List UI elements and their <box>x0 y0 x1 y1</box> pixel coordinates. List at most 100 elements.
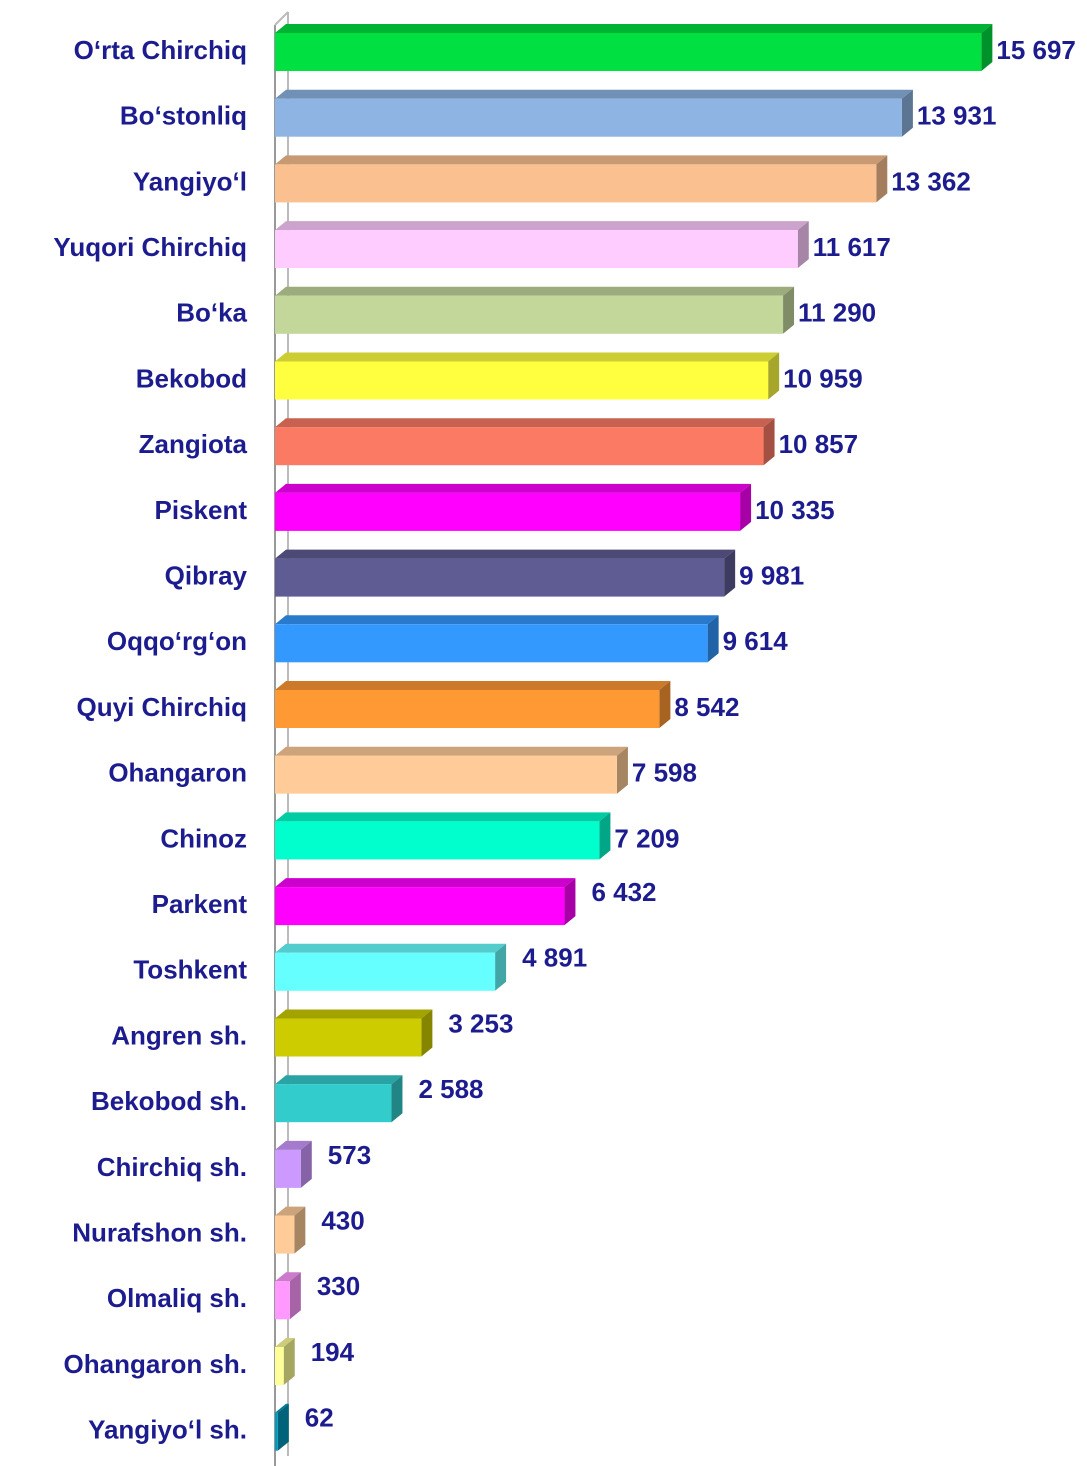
bar-front <box>275 1281 290 1320</box>
bar-side <box>783 286 795 334</box>
bar-front <box>275 690 660 728</box>
bar-top <box>275 418 775 428</box>
bar-side <box>763 418 775 466</box>
value-label: 7 598 <box>632 758 697 788</box>
value-label: 9 981 <box>739 560 804 590</box>
bar-top <box>275 89 913 99</box>
bar-top <box>275 155 888 165</box>
category-label: Zangiota <box>139 429 248 459</box>
bar-side <box>876 155 888 203</box>
bar-side <box>740 483 752 531</box>
bar-top <box>275 1338 295 1347</box>
bar-top <box>275 943 507 953</box>
category-label: Yuqori Chirchiq <box>53 232 247 262</box>
bar <box>275 1009 433 1057</box>
bar-front <box>275 952 496 991</box>
bar-front <box>275 755 617 794</box>
bar-front <box>275 164 877 203</box>
category-label: Chirchiq sh. <box>97 1152 247 1182</box>
bar <box>275 221 809 269</box>
bar-top <box>275 1140 312 1150</box>
value-label: 6 432 <box>591 877 656 907</box>
category-label: Ohangaron <box>108 758 247 788</box>
category-label: Chinoz <box>160 823 247 853</box>
bar-top <box>275 878 576 888</box>
bar-front <box>275 558 725 597</box>
bar-front <box>275 1215 295 1254</box>
value-label: 330 <box>317 1271 360 1301</box>
bar-front <box>275 492 741 531</box>
bar <box>275 812 611 860</box>
bar-front <box>275 887 565 926</box>
bar-front <box>275 230 798 269</box>
category-label: Angren sh. <box>111 1020 247 1050</box>
value-label: 8 542 <box>674 692 739 722</box>
bar-front <box>275 1347 284 1385</box>
bar-top <box>275 681 671 690</box>
bar-front <box>275 821 600 860</box>
bar-front <box>275 98 902 137</box>
value-label: 4 891 <box>522 943 587 973</box>
bar-top <box>275 221 809 231</box>
bar-top <box>275 1075 403 1085</box>
bar-side <box>599 812 611 860</box>
bar-side <box>768 352 780 400</box>
bar-top <box>275 1403 289 1413</box>
bar-side <box>901 89 913 137</box>
category-label: Nurafshon sh. <box>72 1217 247 1247</box>
category-label: Yangiyo‘l <box>133 166 247 196</box>
bar <box>275 615 719 663</box>
bar-side <box>981 24 993 71</box>
bar <box>275 286 795 334</box>
bar-front <box>275 295 784 334</box>
value-label: 2 588 <box>418 1074 483 1104</box>
bar-side <box>289 1272 301 1320</box>
bar-side <box>659 681 671 728</box>
bar-top <box>275 1009 433 1019</box>
bar-top <box>275 549 736 559</box>
value-label: 3 253 <box>448 1008 513 1038</box>
value-label: 7 209 <box>614 823 679 853</box>
bar-side <box>707 615 719 663</box>
value-label: 13 931 <box>917 101 997 131</box>
bar-front <box>275 361 769 400</box>
category-label: Piskent <box>155 495 248 525</box>
bar-top <box>275 24 993 33</box>
bar <box>275 89 913 137</box>
bar-front <box>275 33 982 71</box>
bar-side <box>616 746 628 794</box>
bar <box>275 1206 306 1254</box>
bar-front <box>275 1149 301 1188</box>
bar-side <box>277 1403 289 1451</box>
value-label: 13 362 <box>891 166 971 196</box>
bar-side <box>797 221 809 269</box>
bar-top <box>275 1206 306 1216</box>
bar-side <box>294 1206 306 1254</box>
category-label: Quyi Chirchiq <box>77 692 247 722</box>
category-label: Olmaliq sh. <box>107 1283 247 1313</box>
value-label: 62 <box>305 1403 334 1433</box>
category-label: Parkent <box>152 889 248 919</box>
value-label: 15 697 <box>996 35 1076 65</box>
bar-side <box>283 1338 295 1385</box>
bar <box>275 746 628 794</box>
category-label: O‘rta Chirchiq <box>74 35 247 65</box>
category-label: Toshkent <box>133 955 247 985</box>
bar <box>275 155 888 203</box>
bar-top <box>275 352 780 362</box>
bar <box>275 483 752 531</box>
bar-top <box>275 812 611 822</box>
value-label: 10 857 <box>779 429 859 459</box>
category-label: Bekobod sh. <box>91 1086 247 1116</box>
category-label: Oqqo‘rg‘on <box>107 626 247 656</box>
bar <box>275 549 736 597</box>
bar-side <box>564 878 576 926</box>
value-label: 573 <box>328 1140 371 1170</box>
bar-front <box>275 1084 392 1123</box>
bar-side <box>391 1075 403 1123</box>
bar <box>275 1272 301 1320</box>
bar-front <box>275 1018 422 1057</box>
category-label: Yangiyo‘l sh. <box>88 1415 247 1445</box>
bar-side <box>724 549 736 597</box>
bar <box>275 943 507 991</box>
